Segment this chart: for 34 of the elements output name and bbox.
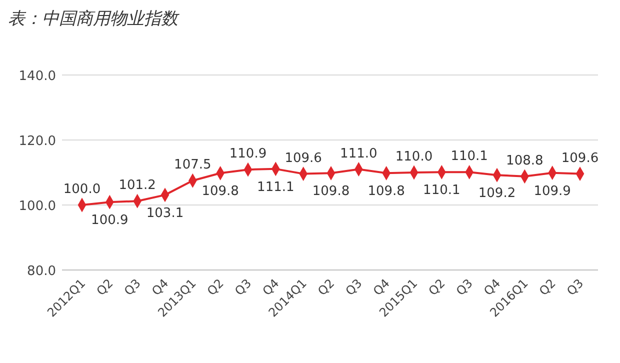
data-label: 111.0 xyxy=(340,146,378,162)
data-label: 103.1 xyxy=(146,206,184,221)
data-label: 110.1 xyxy=(450,149,488,164)
data-label: 101.2 xyxy=(118,178,156,194)
data-label: 110.9 xyxy=(229,146,267,162)
data-label: 110.0 xyxy=(395,150,433,164)
x-tick-label: Q3 xyxy=(121,276,144,298)
y-tick-label: 140.0 xyxy=(18,69,56,84)
data-label: 109.8 xyxy=(202,184,239,200)
x-tick-label: Q3 xyxy=(453,276,476,298)
x-tick-label: Q2 xyxy=(315,276,338,298)
y-tick-label: 120.0 xyxy=(18,134,56,149)
chart-title: 表：中国商用物业指数 xyxy=(8,9,180,29)
x-tick-label: Q3 xyxy=(342,276,365,298)
y-tick-label: 100.0 xyxy=(18,199,56,214)
data-label: 109.8 xyxy=(368,184,405,200)
data-label: 109.8 xyxy=(312,184,350,200)
data-label: 109.6 xyxy=(284,150,322,166)
data-label: 108.8 xyxy=(506,153,544,168)
data-label: 111.1 xyxy=(257,180,294,195)
x-tick-label: Q2 xyxy=(204,276,226,298)
data-label: 109.2 xyxy=(478,186,516,202)
data-label: 110.1 xyxy=(423,183,460,198)
data-label: 109.6 xyxy=(561,150,599,166)
data-label: 100.9 xyxy=(91,213,128,228)
data-label: 100.0 xyxy=(63,182,101,197)
x-tick-label: Q2 xyxy=(426,276,448,298)
x-tick-label: Q3 xyxy=(232,276,254,298)
x-tick-label: Q2 xyxy=(536,276,558,298)
data-label: 109.9 xyxy=(534,184,571,199)
y-tick-label: 80.0 xyxy=(27,264,56,279)
data-label: 107.5 xyxy=(174,158,212,173)
x-tick-label: Q3 xyxy=(564,276,586,298)
x-tick-label: Q2 xyxy=(94,276,116,298)
